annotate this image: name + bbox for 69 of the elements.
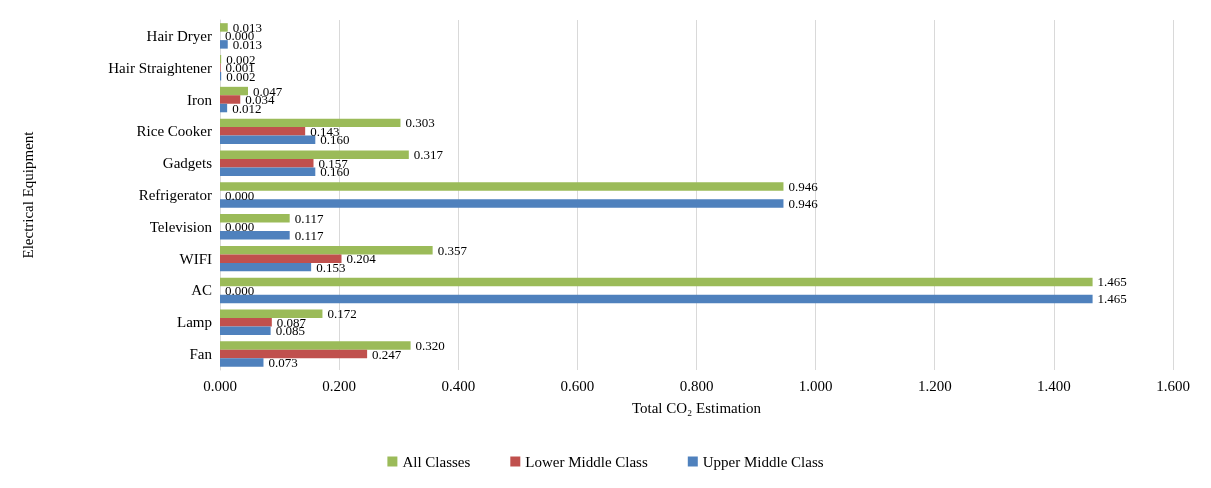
x-tick-label: 0.600 xyxy=(560,377,595,394)
x-tick-label: 1.000 xyxy=(798,377,833,394)
bar xyxy=(220,294,1093,304)
legend-label: Lower Middle Class xyxy=(525,453,648,470)
y-tick-label: AC xyxy=(191,282,212,299)
data-label: 0.000 xyxy=(225,219,255,235)
y-tick-label: Rice Cooker xyxy=(136,123,212,140)
y-tick-label: Refrigerator xyxy=(138,187,212,203)
y-tick-label: Fan xyxy=(189,346,213,363)
x-tick-label: 1.400 xyxy=(1037,377,1071,394)
data-label: 0.320 xyxy=(415,338,445,354)
bar xyxy=(220,167,316,176)
x-tick-label: 1.600 xyxy=(1156,377,1190,394)
y-tick-label: Hair Dryer xyxy=(146,27,212,44)
data-label: 0.317 xyxy=(413,147,444,163)
bar xyxy=(220,95,241,104)
bar xyxy=(220,40,228,49)
bar xyxy=(220,127,306,136)
bar xyxy=(220,23,228,32)
bar xyxy=(220,214,290,223)
data-label: 1.465 xyxy=(1097,274,1127,290)
bar xyxy=(220,182,784,191)
data-label: 0.204 xyxy=(346,251,377,267)
legend-label: All Classes xyxy=(402,453,471,470)
bar xyxy=(220,135,316,145)
y-axis-title: Electrical Equipment xyxy=(19,130,36,259)
y-tick-label: Television xyxy=(149,218,213,235)
bar xyxy=(220,199,784,208)
data-label: 0.073 xyxy=(268,355,298,371)
x-tick-label: 1.200 xyxy=(917,377,952,394)
bar xyxy=(220,318,272,327)
x-tick-label: 0.400 xyxy=(441,377,476,394)
bar xyxy=(220,326,271,335)
data-label: 1.465 xyxy=(1097,291,1127,307)
data-label: 0.247 xyxy=(372,346,402,362)
bar xyxy=(220,349,368,359)
y-tick-label: Hair Straightener xyxy=(108,59,212,76)
bar xyxy=(220,158,314,168)
bar xyxy=(220,262,312,272)
data-label: 0.172 xyxy=(327,306,357,322)
data-label: 0.153 xyxy=(316,259,346,275)
bar xyxy=(220,150,409,159)
data-label: 0.117 xyxy=(294,210,324,226)
y-tick-label: Iron xyxy=(187,91,213,108)
bar xyxy=(220,254,342,263)
bar xyxy=(220,231,290,240)
bar xyxy=(220,341,411,350)
data-label: 0.946 xyxy=(788,195,819,211)
data-label: 0.000 xyxy=(225,282,255,298)
bar xyxy=(220,86,248,96)
data-label: 0.357 xyxy=(437,242,468,258)
bar xyxy=(220,118,401,128)
bar xyxy=(220,277,1093,287)
x-tick-label: 0.000 xyxy=(203,377,237,394)
x-axis-title: Total CO₂ Estimation xyxy=(631,399,762,416)
data-label: 0.303 xyxy=(405,115,435,131)
bar xyxy=(220,245,433,255)
legend-label: Upper Middle Class xyxy=(702,453,824,470)
data-label: 0.117 xyxy=(294,227,324,243)
data-label: 0.946 xyxy=(788,179,819,195)
bar xyxy=(220,358,264,367)
y-tick-label: WIFI xyxy=(179,250,212,267)
bar xyxy=(220,103,228,113)
x-tick-label: 0.200 xyxy=(322,377,356,394)
data-label: 0.000 xyxy=(225,187,255,203)
y-tick-label: Gadgets xyxy=(162,155,213,172)
bar xyxy=(220,309,323,319)
x-tick-label: 0.800 xyxy=(679,377,714,394)
y-tick-label: Lamp xyxy=(177,314,212,331)
